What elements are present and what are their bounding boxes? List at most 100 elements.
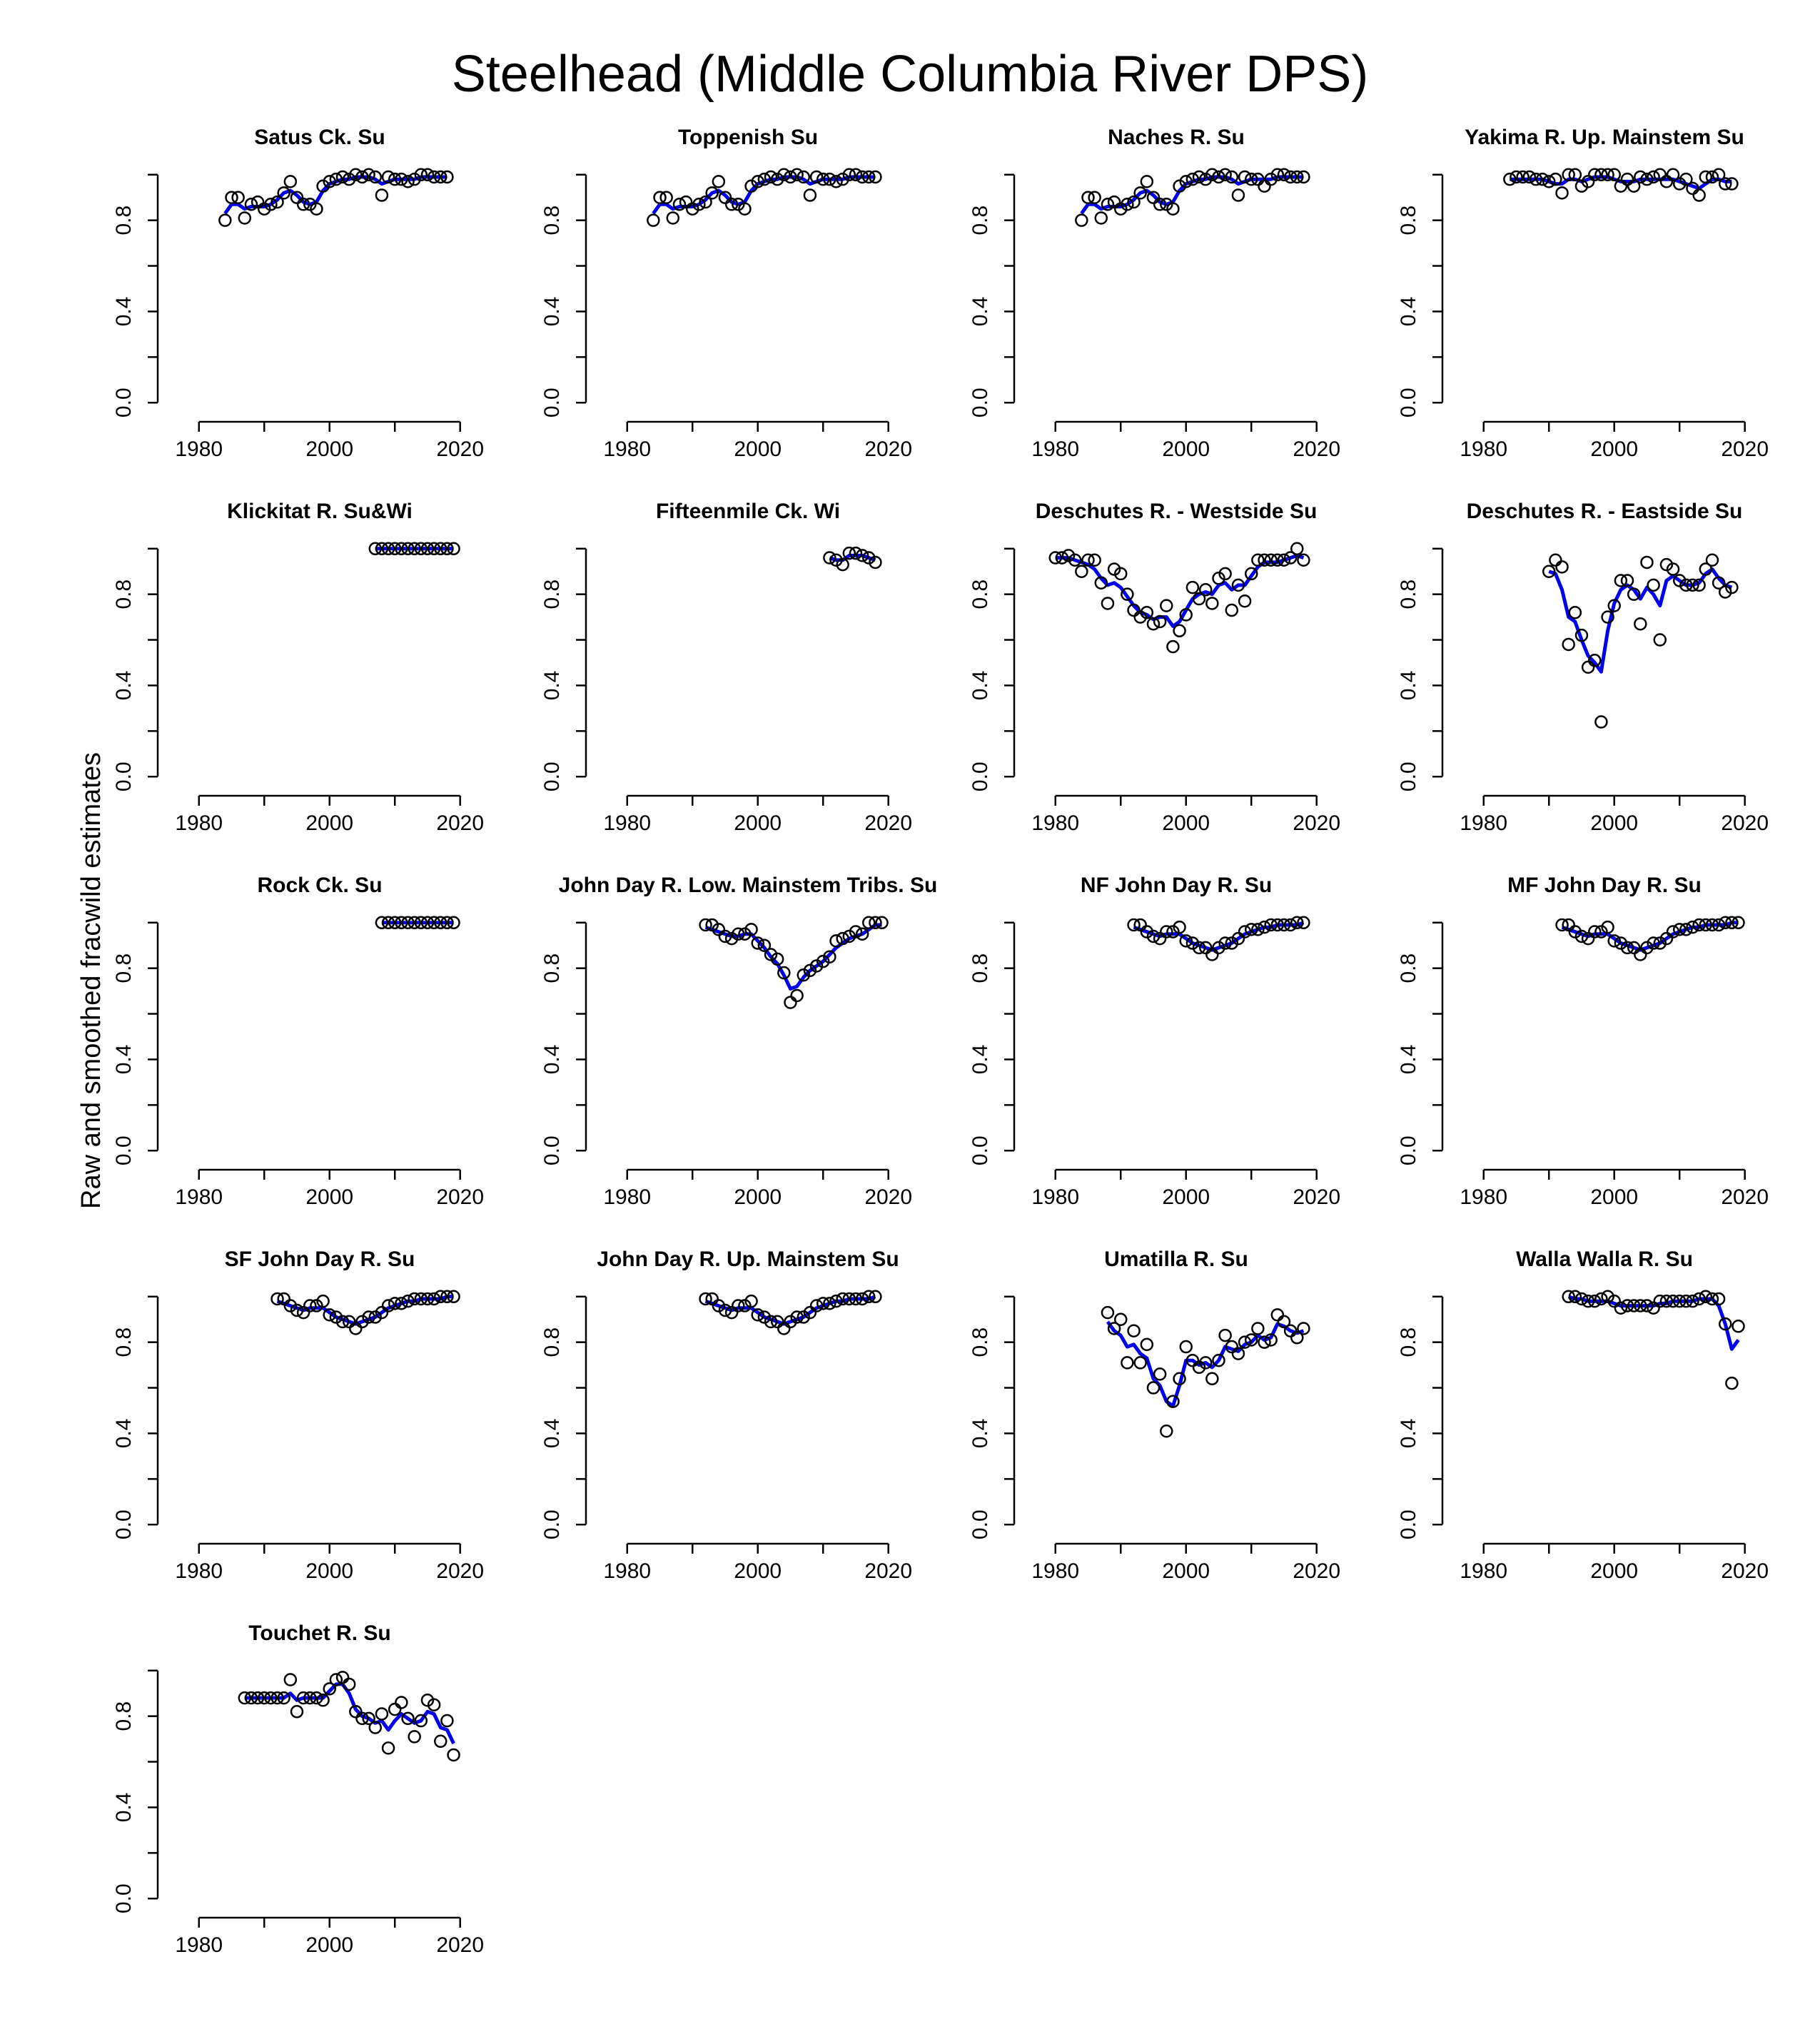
raw-point	[414, 542, 428, 556]
y-tick-label: 0.8	[540, 580, 564, 609]
raw-point	[1692, 578, 1706, 592]
panel: John Day R. Low. Mainstem Tribs. Su 1980 2…	[540, 874, 937, 1209]
raw-point	[375, 1305, 389, 1320]
raw-point	[1238, 170, 1252, 184]
raw-point	[375, 542, 389, 556]
raw-point	[1588, 1294, 1602, 1308]
raw-point	[1607, 934, 1621, 948]
raw-point	[751, 936, 764, 950]
raw-point	[1185, 1353, 1200, 1367]
y-tick-label: 0.4	[1397, 671, 1420, 701]
smoothed-line	[276, 1295, 454, 1326]
raw-point	[1270, 553, 1285, 567]
x-tick-label: 1980	[1460, 437, 1507, 461]
raw-point	[1153, 198, 1167, 211]
raw-point	[1581, 175, 1595, 188]
raw-point	[1653, 633, 1667, 647]
raw-point	[1205, 168, 1219, 182]
panel-title: NF John Day R. Su	[1081, 874, 1272, 897]
x-tick-label: 2020	[1721, 1185, 1769, 1209]
raw-point	[1542, 565, 1556, 578]
raw-point	[764, 948, 778, 961]
raw-point	[1725, 1376, 1739, 1390]
x-tick-label: 2020	[1293, 437, 1340, 461]
raw-point	[1055, 551, 1069, 565]
y-tick-label: 0.8	[112, 206, 136, 236]
raw-point	[1601, 168, 1614, 182]
raw-point	[1212, 572, 1225, 585]
raw-point	[1686, 181, 1699, 196]
x-tick-label: 2020	[436, 1933, 484, 1957]
panel: John Day R. Up. Mainstem Su 1980 2000 2020 0…	[540, 1248, 912, 1583]
raw-point	[1588, 925, 1602, 938]
raw-point	[1113, 202, 1128, 216]
y-tick-label: 0.8	[1397, 580, 1420, 609]
raw-point	[1620, 172, 1634, 186]
raw-point	[744, 179, 758, 193]
raw-point	[777, 1322, 791, 1335]
raw-point	[1153, 931, 1167, 946]
raw-point	[849, 168, 863, 182]
raw-point	[718, 929, 732, 943]
raw-point	[1549, 172, 1562, 186]
raw-point	[809, 959, 824, 973]
y-tick-label: 0.8	[112, 580, 136, 609]
raw-point	[440, 542, 454, 556]
raw-point	[1640, 1299, 1654, 1312]
raw-point	[375, 1707, 389, 1721]
x-tick-label: 2020	[864, 811, 912, 835]
raw-point	[349, 1322, 363, 1335]
raw-point	[310, 1299, 323, 1312]
smoothed-line	[1106, 1320, 1305, 1408]
raw-point	[797, 1310, 811, 1324]
x-tick-label: 2020	[1293, 1559, 1340, 1583]
raw-point	[1549, 553, 1562, 567]
y-tick-label: 0.4	[1397, 1419, 1420, 1449]
raw-point	[816, 172, 830, 186]
raw-point	[375, 916, 389, 930]
smoothed-line	[244, 1682, 455, 1745]
raw-point	[427, 1292, 441, 1306]
raw-point	[855, 927, 869, 941]
raw-point	[1568, 1290, 1582, 1304]
raw-point	[757, 1310, 772, 1324]
raw-point	[685, 202, 699, 216]
x-tick-label: 2000	[1162, 1185, 1210, 1209]
x-tick-label: 1980	[1031, 437, 1079, 461]
raw-point	[1048, 551, 1062, 565]
raw-point	[1297, 170, 1310, 184]
raw-point	[1568, 168, 1582, 182]
raw-point	[738, 202, 752, 216]
x-tick-label: 2020	[436, 1185, 484, 1209]
raw-point	[1198, 941, 1213, 955]
raw-point	[1133, 918, 1147, 932]
raw-point	[1666, 168, 1680, 182]
raw-point	[1594, 1292, 1608, 1306]
raw-point	[368, 1721, 383, 1734]
raw-point	[1160, 198, 1173, 211]
panel-title: John Day R. Up. Mainstem Su	[597, 1248, 899, 1271]
raw-point	[836, 1292, 849, 1306]
raw-point	[1614, 936, 1628, 950]
raw-point	[1574, 929, 1589, 943]
y-tick-label: 0.0	[540, 762, 564, 791]
raw-point	[1581, 660, 1595, 674]
raw-point	[1522, 170, 1537, 184]
raw-point	[1212, 170, 1225, 184]
raw-point	[1588, 168, 1602, 182]
raw-point	[1185, 172, 1200, 186]
raw-point	[420, 542, 435, 556]
raw-point	[368, 1310, 383, 1324]
raw-point	[1283, 918, 1298, 932]
raw-point	[271, 1691, 284, 1705]
x-tick-label: 2020	[1721, 1559, 1769, 1583]
raw-point	[1101, 1305, 1115, 1320]
raw-point	[1283, 1324, 1298, 1337]
raw-point	[705, 918, 719, 932]
raw-point	[803, 963, 817, 978]
raw-point	[388, 542, 402, 556]
raw-point	[1659, 1294, 1674, 1308]
raw-point	[1503, 172, 1517, 186]
raw-point	[1581, 931, 1595, 946]
